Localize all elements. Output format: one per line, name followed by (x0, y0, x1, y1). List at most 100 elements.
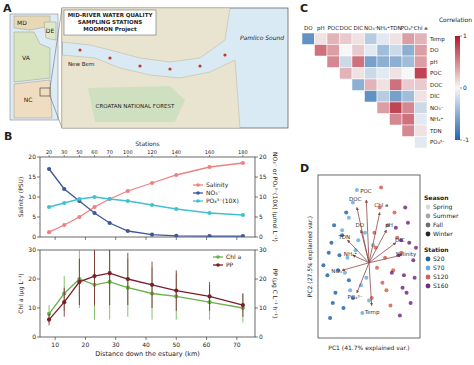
legend-marker (426, 284, 431, 289)
scatter-point (375, 266, 379, 270)
y2-tick-label: 10 (259, 304, 267, 311)
loading-vector (357, 208, 369, 263)
y2-axis-label: NO₃⁻ or PO₄³⁻(10X) (µmol L⁻¹) (271, 152, 279, 242)
scatter-point (327, 251, 331, 255)
legend-marker (426, 232, 431, 237)
heat-cell (377, 79, 390, 91)
series-point (150, 181, 154, 185)
station-tick (49, 155, 50, 157)
main-map (62, 8, 288, 128)
x-tick-label: 60 (203, 341, 211, 348)
state-shape (14, 32, 50, 82)
y-tick-label: 20 (28, 153, 36, 160)
heat-cell (390, 102, 403, 114)
colorbar-tick (460, 140, 462, 141)
plot-frame (318, 175, 420, 338)
x-tick-label: 10 (51, 341, 59, 348)
station-dot (168, 67, 171, 70)
series-group (47, 161, 245, 237)
y-tick-label: 0 (32, 233, 36, 240)
legend-label: S120 (433, 273, 448, 280)
station-label: 160 (205, 149, 215, 155)
column-label: NH₄⁺ (377, 25, 390, 31)
heat-cell (390, 33, 403, 45)
x-tick (145, 237, 146, 240)
scatter-point (406, 221, 410, 225)
heat-cell (377, 91, 390, 103)
vector-label: DOC (349, 196, 362, 202)
scatter-point (414, 246, 418, 250)
loading-vector (369, 263, 372, 306)
heat-cell (402, 91, 415, 103)
vector-label: DO (355, 222, 364, 228)
scatter-point (342, 306, 346, 310)
heat-cell (415, 79, 428, 91)
state-shape (14, 80, 52, 118)
x-tick (85, 237, 86, 240)
y-tick (37, 217, 40, 218)
heat-cell (402, 56, 415, 68)
heat-cell (402, 79, 415, 91)
heat-cell (402, 102, 415, 114)
station-tick (64, 155, 65, 157)
scatter-point (411, 258, 415, 262)
series-point (241, 234, 245, 237)
legend-label: NO₃⁻ (206, 189, 221, 196)
x-tick (55, 337, 56, 340)
map-heading: MID-RIVER WATER QUALITY (68, 12, 154, 18)
scatter-point (321, 263, 325, 267)
heat-cell (302, 33, 315, 45)
column-label: NO₃⁻ (364, 25, 378, 31)
station-label: 120 (147, 149, 157, 155)
panel-label: A (3, 2, 12, 15)
x-tick (55, 237, 56, 240)
series-point (108, 197, 112, 201)
x-tick (176, 337, 177, 340)
error-bar (109, 250, 110, 305)
loading-vector (357, 263, 369, 293)
legend-marker (426, 266, 431, 271)
scatter-point (402, 273, 406, 277)
vector-label: POC (360, 188, 372, 194)
legend-marker (426, 275, 431, 280)
x-axis-label: PC1 (41.7% explained var.) (328, 344, 409, 352)
x-tick-label: 70 (233, 341, 241, 348)
loading-vector (369, 230, 386, 263)
heat-cell (340, 45, 353, 57)
heat-cell (402, 114, 415, 126)
vector-label: Temp (364, 309, 380, 316)
series-point (77, 215, 81, 219)
legend-marker (216, 263, 220, 267)
y2-tick (255, 177, 258, 178)
series-point (108, 197, 112, 201)
state-label: NC (24, 96, 33, 103)
land (62, 8, 230, 62)
y-axis-label: Chl a (µg L⁻¹) (17, 273, 25, 313)
scatter-point (347, 278, 351, 282)
series-group (47, 250, 245, 325)
scatter-point (364, 276, 368, 280)
error-bar (79, 250, 80, 308)
heat-cell (352, 33, 365, 45)
scatter-point (355, 188, 359, 192)
series-point (150, 203, 154, 207)
vector-label: NO₃⁻ (331, 268, 345, 274)
station-dot (138, 64, 141, 67)
heat-cell (365, 79, 378, 91)
series-point (92, 274, 96, 278)
row-label: NO₃⁻ (430, 105, 444, 111)
series-group (321, 186, 418, 320)
column-label: DOC (340, 25, 353, 31)
map-heading: SAMPLING STATIONS (78, 19, 142, 25)
y2-tick-label: 20 (259, 153, 267, 160)
scatter-point (344, 211, 348, 215)
state-label: MD (17, 19, 27, 26)
map-heading-box (64, 10, 156, 35)
series-line (49, 169, 243, 236)
station-dot (223, 53, 226, 56)
legend-marker (196, 199, 200, 203)
x-tick-label: 50 (172, 341, 180, 348)
series-point (47, 167, 51, 171)
state-shape (44, 22, 56, 40)
legend-label: Summer (433, 212, 459, 219)
